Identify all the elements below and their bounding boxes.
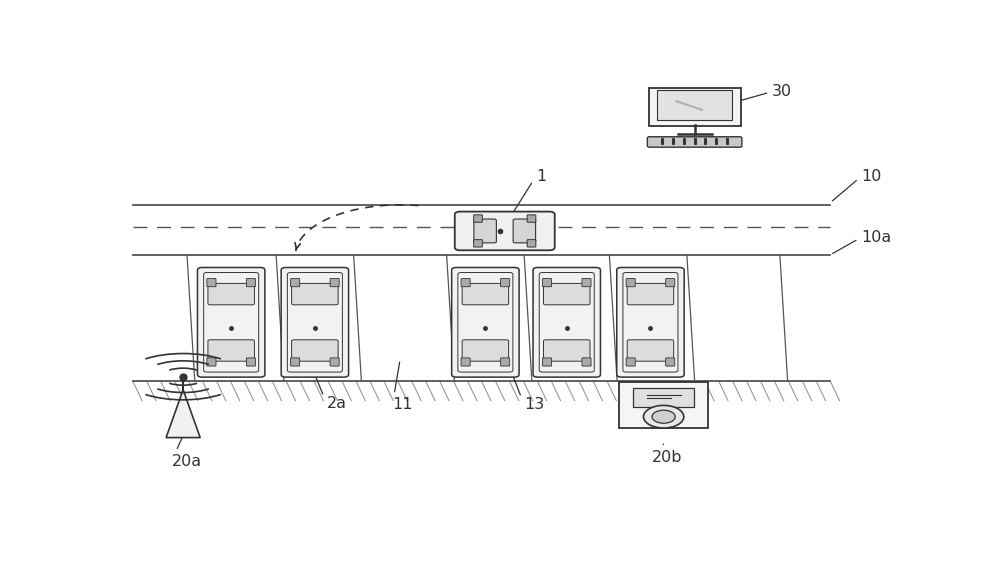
FancyBboxPatch shape <box>292 284 338 305</box>
FancyBboxPatch shape <box>633 388 694 407</box>
FancyBboxPatch shape <box>649 88 741 127</box>
FancyBboxPatch shape <box>627 284 674 305</box>
Circle shape <box>652 410 675 423</box>
Text: 1: 1 <box>514 169 546 211</box>
FancyBboxPatch shape <box>208 284 254 305</box>
FancyBboxPatch shape <box>461 358 470 366</box>
FancyBboxPatch shape <box>617 267 684 377</box>
FancyBboxPatch shape <box>627 340 674 361</box>
Text: 20a: 20a <box>172 438 202 469</box>
FancyBboxPatch shape <box>544 340 590 361</box>
Text: 2a: 2a <box>316 377 347 411</box>
FancyBboxPatch shape <box>513 219 536 243</box>
FancyBboxPatch shape <box>619 383 708 428</box>
FancyBboxPatch shape <box>292 340 338 361</box>
FancyBboxPatch shape <box>208 340 254 361</box>
FancyBboxPatch shape <box>666 358 675 366</box>
FancyBboxPatch shape <box>544 284 590 305</box>
Polygon shape <box>166 390 200 437</box>
FancyBboxPatch shape <box>452 267 519 377</box>
FancyBboxPatch shape <box>533 267 600 377</box>
FancyBboxPatch shape <box>474 240 482 247</box>
Text: 20b: 20b <box>652 444 682 464</box>
FancyBboxPatch shape <box>281 267 349 377</box>
FancyBboxPatch shape <box>626 279 635 286</box>
FancyBboxPatch shape <box>501 358 510 366</box>
Text: 10: 10 <box>832 169 882 201</box>
FancyBboxPatch shape <box>197 267 265 377</box>
FancyBboxPatch shape <box>462 340 509 361</box>
Text: 13: 13 <box>513 377 544 412</box>
FancyBboxPatch shape <box>582 358 591 366</box>
FancyBboxPatch shape <box>527 240 536 247</box>
FancyBboxPatch shape <box>455 211 555 250</box>
FancyBboxPatch shape <box>626 358 635 366</box>
FancyBboxPatch shape <box>462 284 509 305</box>
FancyBboxPatch shape <box>542 279 552 286</box>
FancyBboxPatch shape <box>330 358 339 366</box>
FancyBboxPatch shape <box>647 137 742 147</box>
Text: 11: 11 <box>392 362 413 412</box>
FancyBboxPatch shape <box>582 279 591 286</box>
FancyBboxPatch shape <box>542 358 552 366</box>
FancyBboxPatch shape <box>474 215 482 222</box>
FancyBboxPatch shape <box>291 279 300 286</box>
FancyBboxPatch shape <box>474 219 496 243</box>
FancyBboxPatch shape <box>657 90 732 120</box>
FancyBboxPatch shape <box>666 279 675 286</box>
FancyBboxPatch shape <box>291 358 300 366</box>
FancyBboxPatch shape <box>246 358 255 366</box>
Circle shape <box>643 406 684 428</box>
FancyBboxPatch shape <box>501 279 510 286</box>
FancyBboxPatch shape <box>330 279 339 286</box>
FancyBboxPatch shape <box>207 279 216 286</box>
Text: 30: 30 <box>728 84 792 104</box>
FancyBboxPatch shape <box>207 358 216 366</box>
FancyBboxPatch shape <box>527 215 536 222</box>
FancyBboxPatch shape <box>461 279 470 286</box>
Text: 10a: 10a <box>833 230 892 254</box>
FancyBboxPatch shape <box>246 279 255 286</box>
